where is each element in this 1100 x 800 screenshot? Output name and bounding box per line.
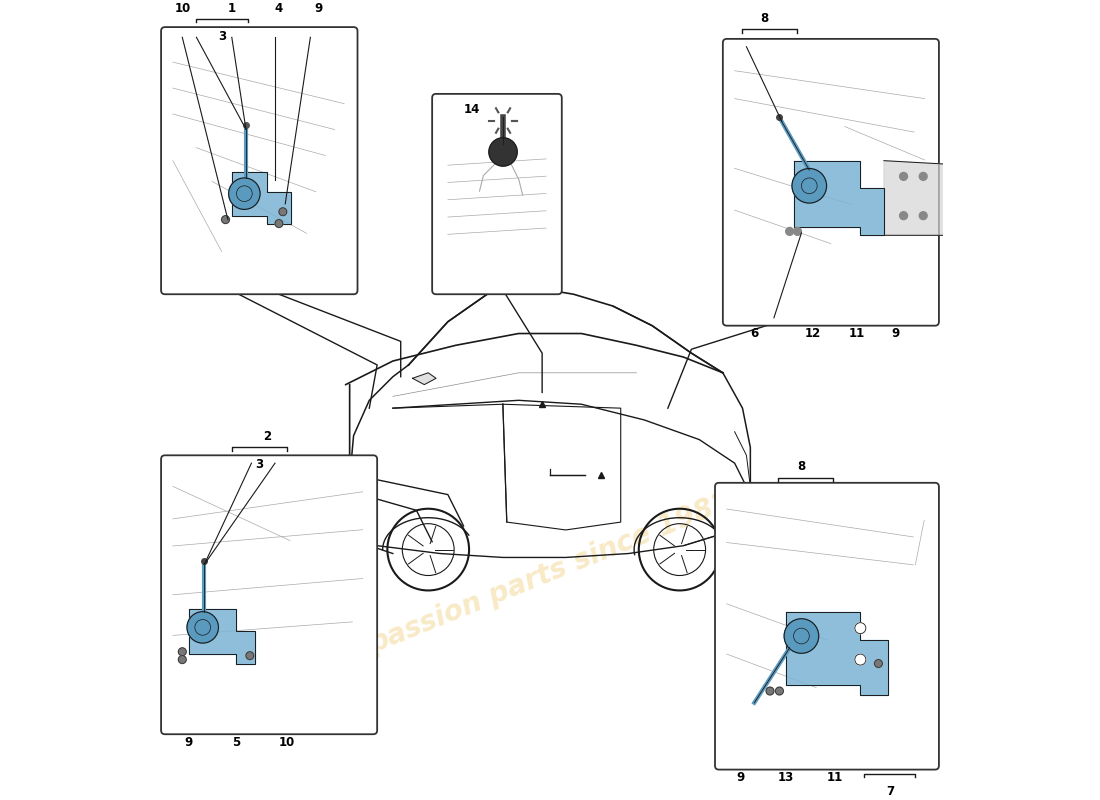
- Circle shape: [178, 656, 186, 663]
- Circle shape: [221, 216, 230, 223]
- Text: 1: 1: [228, 2, 235, 14]
- Polygon shape: [793, 161, 884, 235]
- Text: 3: 3: [255, 458, 263, 471]
- Circle shape: [279, 208, 287, 216]
- Circle shape: [920, 173, 927, 180]
- Text: 10: 10: [278, 735, 295, 749]
- Circle shape: [855, 654, 866, 665]
- Text: 3: 3: [218, 30, 226, 43]
- Text: 11: 11: [827, 771, 844, 784]
- Polygon shape: [412, 373, 436, 385]
- Text: 9: 9: [892, 327, 900, 340]
- Text: 5: 5: [232, 735, 240, 749]
- Circle shape: [187, 612, 219, 643]
- Text: 8: 8: [760, 12, 769, 25]
- Circle shape: [874, 659, 882, 667]
- Text: 12: 12: [805, 327, 822, 340]
- Text: passion parts since 1982: passion parts since 1982: [364, 487, 736, 659]
- Circle shape: [784, 618, 818, 654]
- FancyBboxPatch shape: [432, 94, 562, 294]
- Text: 11: 11: [848, 327, 865, 340]
- Circle shape: [275, 219, 283, 227]
- Polygon shape: [232, 173, 290, 223]
- Circle shape: [246, 652, 254, 659]
- Text: 9: 9: [737, 771, 745, 784]
- Text: 14: 14: [463, 103, 480, 116]
- FancyBboxPatch shape: [161, 27, 358, 294]
- Circle shape: [792, 169, 826, 203]
- Text: 2: 2: [263, 430, 272, 442]
- Text: 7: 7: [886, 786, 894, 798]
- Circle shape: [785, 227, 793, 235]
- Text: 8: 8: [798, 460, 805, 474]
- Circle shape: [920, 212, 927, 219]
- FancyBboxPatch shape: [723, 39, 939, 326]
- Polygon shape: [785, 613, 888, 695]
- Text: 13: 13: [778, 771, 794, 784]
- Circle shape: [900, 173, 908, 180]
- Circle shape: [488, 138, 517, 166]
- Circle shape: [776, 687, 783, 695]
- FancyBboxPatch shape: [161, 455, 377, 734]
- Polygon shape: [884, 161, 955, 235]
- Circle shape: [178, 648, 186, 656]
- Text: 9: 9: [315, 2, 322, 14]
- Circle shape: [855, 622, 866, 634]
- Text: 6: 6: [750, 327, 758, 340]
- Circle shape: [766, 687, 774, 695]
- Text: 10: 10: [175, 2, 191, 14]
- FancyBboxPatch shape: [715, 483, 939, 770]
- Polygon shape: [188, 609, 255, 663]
- Circle shape: [229, 178, 260, 210]
- Text: 9: 9: [185, 735, 192, 749]
- Text: 4: 4: [275, 2, 283, 14]
- Circle shape: [793, 227, 802, 235]
- Circle shape: [900, 212, 908, 219]
